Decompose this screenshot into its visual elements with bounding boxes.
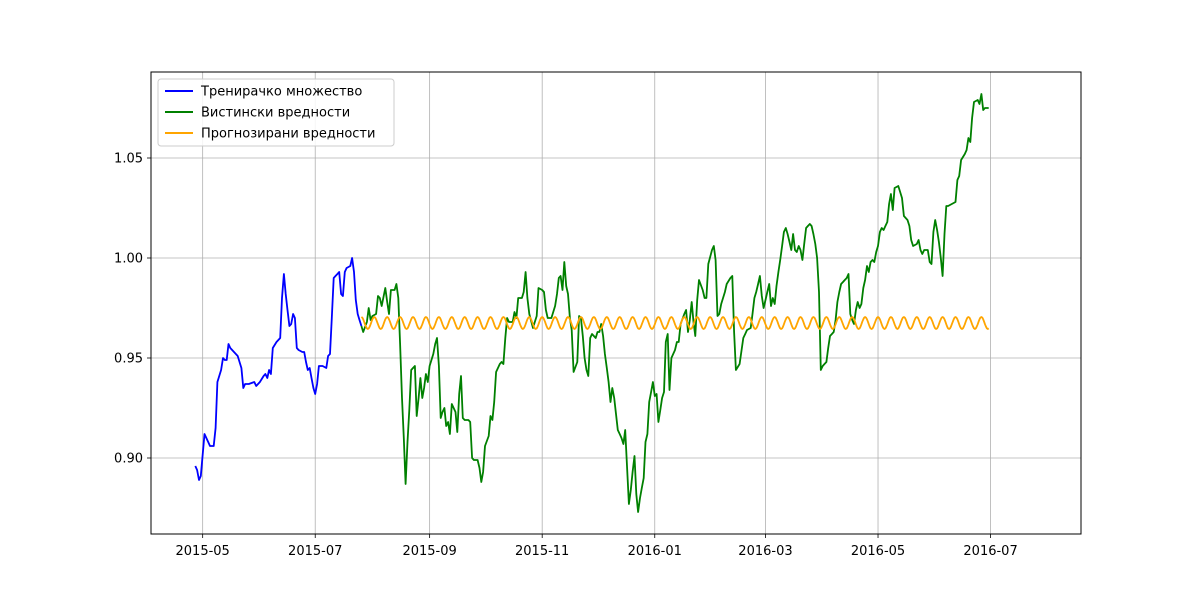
legend: Тренирачко множество Вистински вредности…	[157, 78, 395, 147]
x-tick-label: 2015-05	[176, 544, 230, 559]
x-tick-label: 2015-11	[515, 544, 569, 559]
plot-area-frame	[150, 71, 1082, 535]
x-tick-label: 2015-07	[288, 544, 342, 559]
x-tick-label: 2016-03	[738, 544, 792, 559]
legend-label-forecast: Прогнозирани вредности	[201, 127, 375, 142]
x-tick-label: 2016-01	[628, 544, 682, 559]
series-layer	[194, 93, 990, 513]
series-line-training	[194, 257, 363, 481]
series-line-actual	[360, 93, 989, 513]
y-tick-label: 1.05	[114, 152, 143, 167]
x-tick-label: 2016-05	[851, 544, 905, 559]
series-line-forecast	[360, 316, 990, 330]
y-tick-label: 0.90	[114, 452, 143, 467]
legend-label-actual: Вистински вредности	[201, 106, 350, 121]
legend-label-training: Тренирачко множество	[200, 85, 362, 100]
grid-lines	[151, 72, 1081, 534]
y-axis: 0.90 0.95 1.00 1.05	[114, 152, 151, 467]
x-tick-label: 2016-07	[963, 544, 1017, 559]
y-tick-label: 0.95	[114, 352, 143, 367]
x-axis: 2015-05 2015-07 2015-09 2015-11 2016-01 2016-…	[176, 534, 1018, 559]
x-tick-label: 2015-09	[402, 544, 456, 559]
legend-box	[157, 78, 395, 147]
y-tick-label: 1.00	[114, 252, 143, 267]
